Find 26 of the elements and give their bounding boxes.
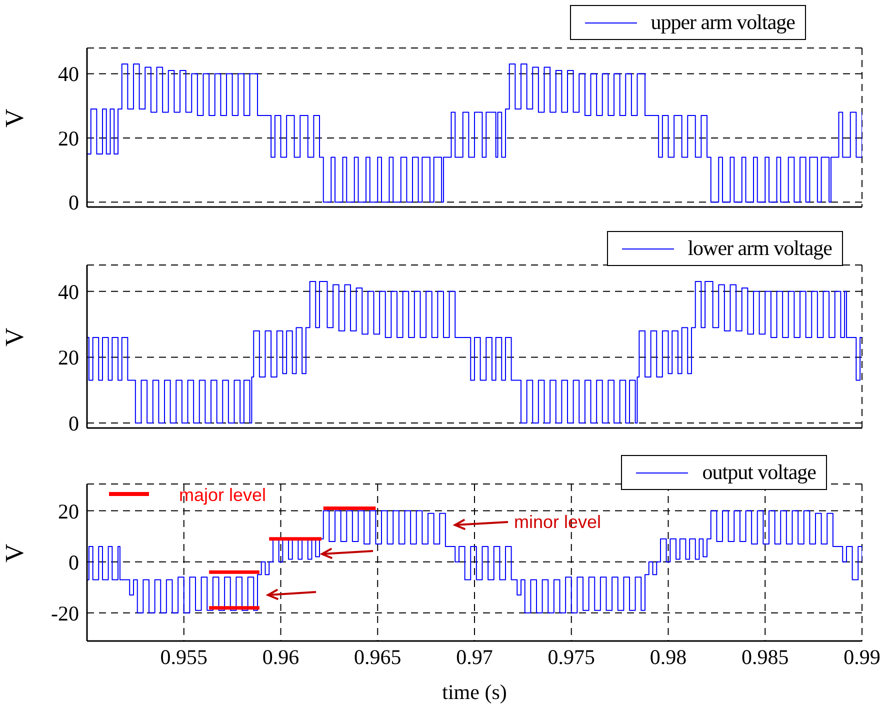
legend-label: output voltage [702,460,816,485]
y-tick-label: 20 [58,346,79,370]
x-axis-title: time (s) [442,680,507,704]
y-tick-label: 0 [68,550,79,574]
y-tick-label: 0 [68,190,79,215]
y-axis-title: V [0,108,30,128]
x-tick-label: 0.985 [742,644,789,669]
legend-label: major level [179,485,266,505]
x-tick-label: 0.98 [650,644,687,669]
y-tick-label: 0 [68,412,79,436]
legend-label: upper arm voltage [650,10,795,35]
y-tick-label: 20 [58,499,79,524]
y-tick-label: -20 [51,601,79,626]
x-tick-label: 0.975 [548,644,595,669]
y-tick-label: 40 [58,62,79,86]
y-tick-label: 20 [58,126,79,150]
x-tick-label: 0.955 [160,644,208,669]
y-tick-label: 40 [58,280,79,304]
x-tick-label: 0.99 [844,644,880,669]
y-axis-title: V [0,544,30,562]
y-axis-title: V [0,328,30,346]
legend-label: lower arm voltage [688,236,832,261]
x-tick-label: 0.97 [456,644,493,669]
x-tick-label: 0.96 [262,644,300,669]
annotation: minor level [514,512,602,532]
x-tick-label: 0.965 [354,644,402,669]
